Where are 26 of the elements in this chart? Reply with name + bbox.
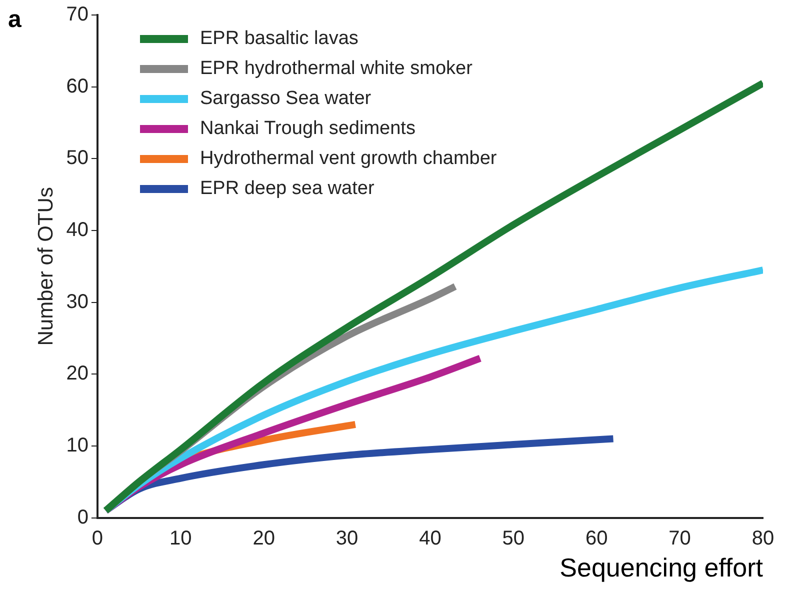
legend-label: Nankai Trough sediments bbox=[200, 118, 416, 140]
x-tick-label: 10 bbox=[170, 527, 192, 550]
y-tick-label: 10 bbox=[66, 434, 88, 456]
y-tick-label: 70 bbox=[66, 4, 88, 26]
y-tick-label: 40 bbox=[66, 219, 88, 241]
y-tick-label: 60 bbox=[66, 75, 88, 98]
x-tick-label: 20 bbox=[252, 527, 275, 550]
x-axis-title: Sequencing effort bbox=[560, 552, 764, 583]
y-tick-label: 20 bbox=[66, 362, 88, 385]
x-tick-label: 60 bbox=[585, 527, 608, 550]
y-tick-label: 0 bbox=[77, 506, 88, 528]
x-tick-label: 70 bbox=[668, 527, 691, 550]
y-axis-title: Number of OTUs bbox=[34, 187, 58, 346]
x-tick-label: 50 bbox=[502, 527, 525, 550]
text: a bbox=[8, 6, 22, 33]
legend-label: Sargasso Sea water bbox=[200, 88, 372, 110]
y-tick-label: 50 bbox=[66, 147, 88, 170]
legend-label: Hydrothermal vent growth chamber bbox=[200, 148, 497, 170]
x-tick-label: 80 bbox=[752, 527, 774, 550]
x-tick-label: 30 bbox=[336, 527, 358, 550]
legend-label: EPR basaltic lavas bbox=[200, 28, 358, 50]
legend-label: EPR deep sea water bbox=[200, 178, 374, 200]
legend-label: EPR hydrothermal white smoker bbox=[200, 58, 472, 80]
x-tick-label: 0 bbox=[92, 527, 104, 550]
x-tick-label: 40 bbox=[419, 527, 442, 550]
y-tick-label: 30 bbox=[66, 290, 88, 313]
